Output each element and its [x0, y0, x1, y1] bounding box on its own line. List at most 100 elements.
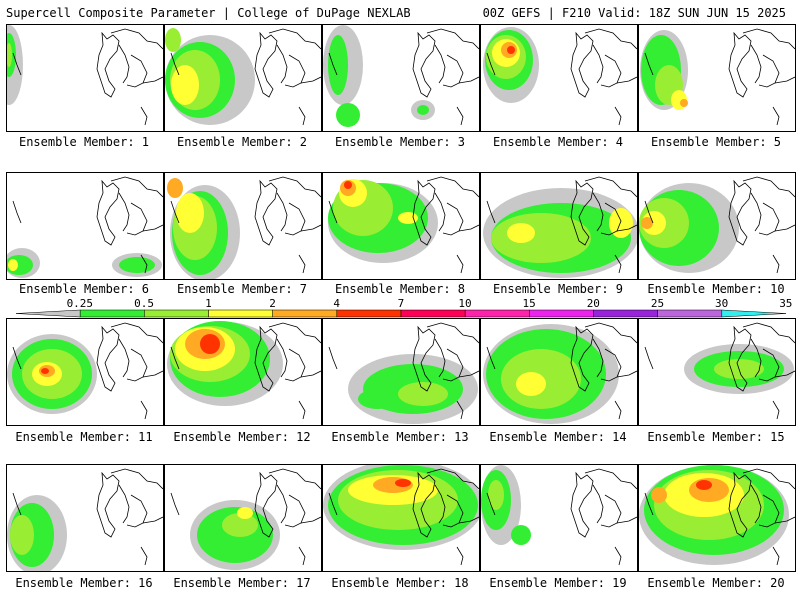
coastline — [486, 200, 496, 224]
ensemble-member-label: Ensemble Member: 16 — [15, 576, 153, 590]
coastline — [96, 325, 120, 392]
ensemble-map-panel — [322, 172, 480, 280]
coastline — [12, 346, 22, 370]
coastline — [774, 516, 795, 524]
scp-map — [170, 468, 321, 570]
scp-contour-fill — [119, 257, 155, 273]
coastline — [750, 484, 762, 524]
ensemble-member-label: Ensemble Member: 20 — [647, 576, 785, 590]
coastline — [728, 471, 752, 538]
scp-map — [167, 176, 321, 279]
coastline — [276, 338, 288, 378]
coastline — [456, 400, 464, 420]
coastline — [110, 28, 163, 50]
coastline — [254, 325, 278, 392]
valid-time-label: 00Z GEFS | F210 Valid: 18Z SUN JUN 15 20… — [482, 6, 786, 20]
coastline — [96, 179, 120, 246]
coastline — [456, 106, 464, 126]
coastline — [126, 202, 148, 236]
coastline — [458, 370, 479, 378]
coastline — [12, 52, 22, 76]
coastline — [426, 176, 479, 198]
coastline — [268, 322, 321, 344]
colorbar-tick-label: 1 — [205, 297, 212, 310]
colorbar-tick-label: 30 — [715, 297, 729, 310]
ensemble-member-label: Ensemble Member: 5 — [650, 135, 782, 149]
scp-contour-fill — [642, 211, 666, 235]
coastline — [118, 44, 130, 84]
coastline — [126, 54, 148, 88]
scp-contour-fill — [171, 65, 199, 105]
scp-contour-fill — [237, 507, 253, 519]
ensemble-map-panel — [164, 464, 322, 572]
scp-map — [640, 28, 795, 126]
ensemble-member-label: Ensemble Member: 18 — [331, 576, 469, 590]
coastline — [458, 224, 479, 232]
coastline — [742, 322, 795, 344]
coastline — [426, 322, 479, 344]
coastline — [328, 52, 338, 76]
scp-contour-fill — [516, 372, 546, 396]
scp-map — [644, 322, 795, 420]
coastline — [570, 179, 594, 246]
coastline — [774, 224, 795, 232]
ensemble-member-label: Ensemble Member: 3 — [334, 135, 466, 149]
coastline — [140, 254, 148, 274]
coastline — [644, 346, 654, 370]
coastline — [140, 106, 148, 126]
ensemble-map-panel — [6, 24, 164, 132]
coastline — [750, 192, 762, 232]
scp-map — [7, 176, 163, 278]
coastline — [442, 54, 464, 88]
coastline — [12, 200, 22, 224]
coastline — [758, 202, 780, 236]
coastline — [434, 484, 446, 524]
coastline — [456, 254, 464, 274]
ensemble-map-panel — [322, 318, 480, 426]
scp-contour-fill — [641, 217, 653, 229]
colorbar-segment — [721, 309, 787, 318]
scp-contour-fill — [417, 105, 429, 115]
colorbar-segment — [593, 309, 658, 318]
coastline — [268, 468, 321, 490]
coastline — [140, 546, 148, 566]
coastline — [584, 322, 637, 344]
ensemble-map-panel — [480, 172, 638, 280]
coastline — [110, 176, 163, 198]
coastline — [614, 400, 622, 420]
colorbar-tick-label: 2 — [269, 297, 276, 310]
coastline — [412, 31, 436, 98]
scp-map — [483, 322, 637, 424]
coastline — [728, 31, 752, 98]
coastline — [592, 44, 604, 84]
scp-map — [165, 28, 321, 126]
ensemble-map-panel — [164, 172, 322, 280]
coastline — [592, 484, 604, 524]
coastline — [110, 468, 163, 490]
coastline — [644, 200, 654, 224]
coastline — [616, 516, 637, 524]
coastline — [570, 471, 594, 538]
coastline — [328, 492, 338, 516]
ensemble-member-label: Ensemble Member: 17 — [173, 576, 311, 590]
coastline — [774, 370, 795, 378]
coastline — [118, 484, 130, 524]
coastline — [600, 494, 622, 528]
colorbar — [15, 309, 787, 318]
ensemble-map-panel — [6, 464, 164, 572]
coastline — [600, 54, 622, 88]
colorbar-segment — [336, 309, 402, 318]
coastline — [118, 192, 130, 232]
scp-contour-fill — [167, 178, 183, 198]
colorbar-segment — [464, 309, 530, 318]
coastline — [486, 346, 496, 370]
coastline — [298, 106, 306, 126]
scp-contour-fill — [511, 525, 531, 545]
coastline — [758, 54, 780, 88]
coastline — [614, 254, 622, 274]
ensemble-map-panel — [480, 318, 638, 426]
coastline — [570, 31, 594, 98]
colorbar-tick-label: 7 — [397, 297, 405, 310]
coastline — [592, 192, 604, 232]
coastline — [284, 202, 306, 236]
